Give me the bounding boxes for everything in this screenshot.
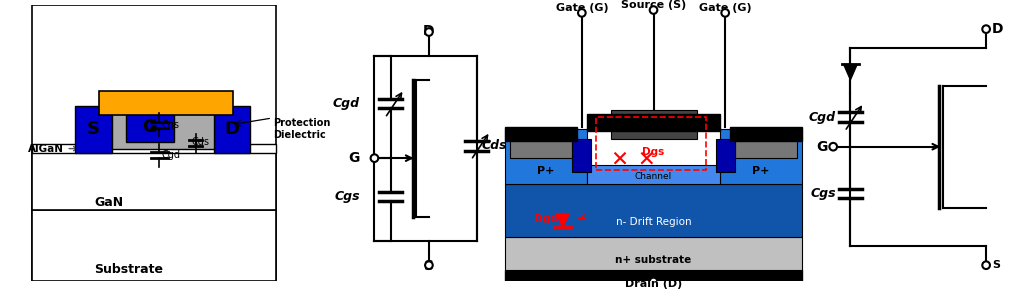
Text: n++: n++ (643, 122, 664, 132)
Text: S: S (87, 121, 100, 138)
Text: GaN: GaN (94, 197, 123, 210)
Text: Cgs: Cgs (161, 120, 180, 130)
Text: P+: P+ (752, 166, 769, 176)
Polygon shape (556, 214, 569, 227)
Text: Field Plate: Field Plate (114, 93, 177, 103)
Text: Cgd: Cgd (809, 111, 836, 124)
Circle shape (650, 6, 657, 14)
Text: n+: n+ (646, 151, 660, 162)
Circle shape (982, 261, 990, 269)
Bar (505, 127, 577, 141)
Text: Substrate: Substrate (94, 263, 163, 276)
Text: Dgs: Dgs (643, 147, 664, 157)
Text: G: G (816, 140, 828, 154)
Text: n- Drift Region: n- Drift Region (616, 217, 691, 227)
Text: AlGaN: AlGaN (28, 144, 78, 153)
Bar (586, 165, 720, 184)
Bar (126, 110, 174, 142)
Bar (716, 139, 734, 173)
Bar (610, 110, 696, 139)
Text: Gate (G): Gate (G) (556, 3, 608, 13)
Bar (730, 127, 802, 141)
Bar (32, 144, 276, 153)
Circle shape (830, 143, 837, 151)
Text: Channel: Channel (635, 173, 672, 181)
Bar (100, 91, 233, 115)
Text: Drain (D): Drain (D) (624, 279, 682, 289)
Text: D: D (423, 24, 434, 38)
Text: P+: P+ (537, 166, 555, 176)
Circle shape (371, 154, 378, 162)
Text: n+ substrate: n+ substrate (615, 255, 691, 265)
Text: Protection
Dielectric: Protection Dielectric (273, 118, 331, 140)
Text: S: S (424, 259, 434, 273)
Circle shape (982, 25, 990, 33)
Bar (505, 129, 586, 184)
Bar (586, 114, 720, 131)
Text: G: G (143, 118, 157, 136)
Text: Cgd: Cgd (333, 97, 360, 110)
Bar (572, 139, 592, 173)
Bar (510, 129, 572, 158)
Text: Cgs: Cgs (810, 187, 836, 200)
Text: Source (S): Source (S) (621, 1, 686, 10)
Bar (32, 152, 276, 210)
Text: Cds: Cds (482, 139, 507, 152)
Text: Cgs: Cgs (335, 190, 360, 203)
Text: G: G (349, 151, 360, 165)
Bar (32, 5, 276, 281)
Text: Dgd: Dgd (534, 214, 558, 224)
Bar (734, 129, 797, 158)
Circle shape (425, 28, 432, 36)
Circle shape (721, 9, 729, 17)
Bar (505, 270, 802, 281)
Bar (75, 105, 112, 153)
Text: Cds: Cds (192, 137, 210, 147)
Polygon shape (844, 64, 858, 80)
Text: D: D (225, 121, 239, 138)
Bar (112, 105, 214, 149)
Text: Cgd: Cgd (161, 150, 181, 160)
Circle shape (650, 278, 657, 285)
Text: $\neq$: $\neq$ (574, 211, 587, 224)
Text: Gate (G): Gate (G) (699, 3, 752, 13)
Text: S: S (992, 260, 1000, 270)
Bar (32, 210, 276, 281)
Circle shape (578, 9, 585, 17)
Text: D: D (992, 22, 1003, 36)
Bar (596, 117, 707, 170)
Circle shape (425, 261, 432, 269)
Bar (505, 236, 802, 270)
Bar (214, 105, 251, 153)
Bar (720, 129, 802, 184)
Bar (505, 184, 802, 236)
